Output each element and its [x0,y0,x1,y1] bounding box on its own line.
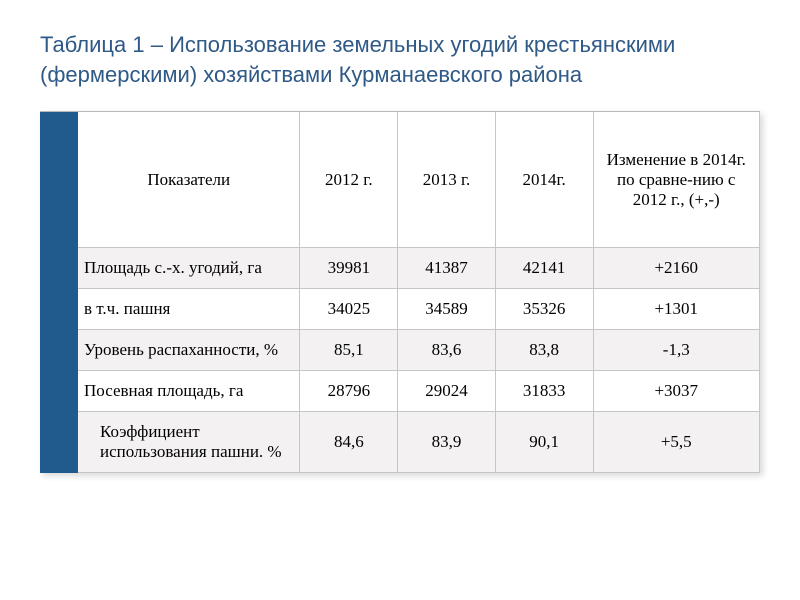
col-header-change: Изменение в 2014г. по сравне-нию с 2012 … [593,112,760,247]
cell-change: +1301 [593,288,760,329]
cell-2012: 39981 [300,247,398,288]
cell-change: +5,5 [593,411,760,472]
cell-change: +2160 [593,247,760,288]
cell-2014: 90,1 [495,411,593,472]
cell-2014: 83,8 [495,329,593,370]
cell-2012: 34025 [300,288,398,329]
cell-2014: 42141 [495,247,593,288]
cell-2013: 29024 [398,370,496,411]
table-row: Коэффициент использования пашни. % 84,6 … [78,411,760,472]
cell-indicator: Уровень распаханности, % [78,329,300,370]
table-body: Площадь с.-х. угодий, га 39981 41387 421… [78,247,760,472]
cell-2012: 85,1 [300,329,398,370]
table-row: Посевная площадь, га 28796 29024 31833 +… [78,370,760,411]
cell-2013: 83,9 [398,411,496,472]
table-row: Площадь с.-х. угодий, га 39981 41387 421… [78,247,760,288]
col-header-2014: 2014г. [495,112,593,247]
table-container: Показатели 2012 г. 2013 г. 2014г. Измене… [40,111,760,473]
cell-indicator: Площадь с.-х. угодий, га [78,247,300,288]
cell-2013: 41387 [398,247,496,288]
cell-indicator: в т.ч. пашня [78,288,300,329]
cell-change: -1,3 [593,329,760,370]
cell-2013: 83,6 [398,329,496,370]
col-header-2013: 2013 г. [398,112,496,247]
cell-change: +3037 [593,370,760,411]
table-row: в т.ч. пашня 34025 34589 35326 +1301 [78,288,760,329]
table-header-row: Показатели 2012 г. 2013 г. 2014г. Измене… [78,112,760,247]
cell-2012: 28796 [300,370,398,411]
cell-2014: 35326 [495,288,593,329]
cell-2013: 34589 [398,288,496,329]
land-use-table: Показатели 2012 г. 2013 г. 2014г. Измене… [78,112,760,473]
col-header-indicator: Показатели [78,112,300,247]
cell-indicator: Посевная площадь, га [78,370,300,411]
cell-indicator: Коэффициент использования пашни. % [78,411,300,472]
table-title: Таблица 1 – Использование земельных угод… [40,30,760,89]
cell-2014: 31833 [495,370,593,411]
table-row: Уровень распаханности, % 85,1 83,6 83,8 … [78,329,760,370]
table-sidebar [40,112,78,473]
cell-2012: 84,6 [300,411,398,472]
col-header-2012: 2012 г. [300,112,398,247]
